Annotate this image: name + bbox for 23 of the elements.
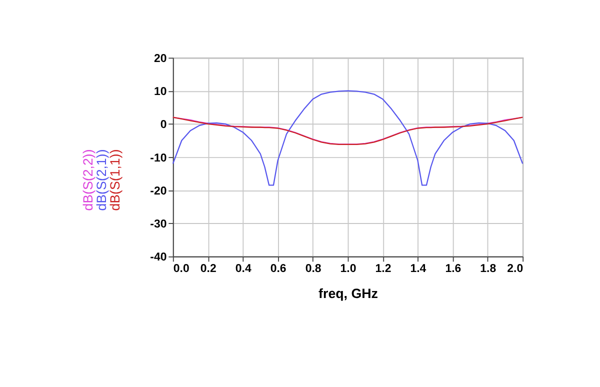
y-tick-label: 0 <box>160 119 167 132</box>
text: dB(S(2,2)) <box>80 149 96 211</box>
text: dB(S(2,1)) <box>94 149 110 211</box>
x-tick-label: 1.0 <box>340 263 356 276</box>
x-tick-label: 1.2 <box>375 263 392 276</box>
y-tick-label: -30 <box>150 218 167 231</box>
y-tick-label: 20 <box>154 53 167 66</box>
y-tick-label: 10 <box>154 86 167 98</box>
x-tick-label: 0.6 <box>270 263 286 276</box>
x-tick-label: 1.6 <box>445 263 462 276</box>
x-axis-title: freq, GHz <box>318 286 378 301</box>
x-tick-label: 0.0 <box>173 263 190 276</box>
y-tick-label: -10 <box>150 152 167 164</box>
x-tick-label: 2.0 <box>507 263 524 276</box>
x-tick-label: 1.4 <box>410 263 427 276</box>
line-series <box>172 90 524 186</box>
x-tick-label: 1.8 <box>480 263 497 276</box>
line-series <box>172 116 524 145</box>
x-tick-label: 0.2 <box>200 263 216 276</box>
y-tick-label: -40 <box>150 252 167 264</box>
y-tick-label: -20 <box>150 185 167 198</box>
x-tick-label: 0.4 <box>235 263 252 276</box>
x-tick-label: 0.8 <box>305 263 322 276</box>
